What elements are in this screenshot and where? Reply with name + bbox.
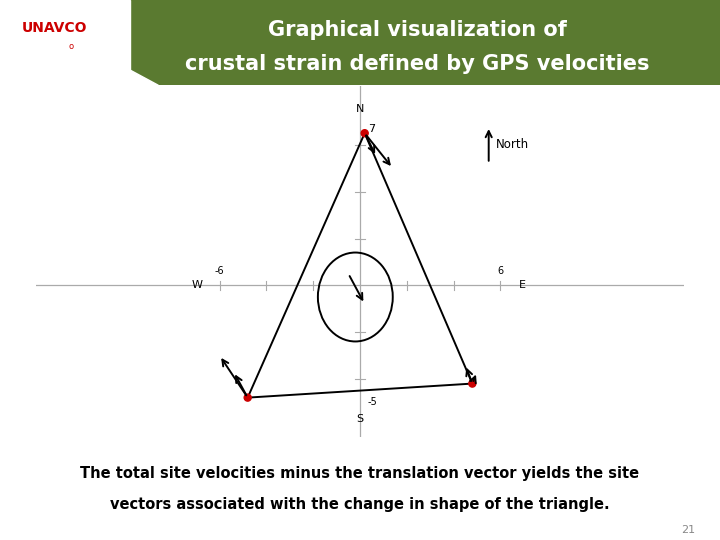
Circle shape [469,380,476,387]
Text: North: North [496,138,529,151]
Text: crustal strain defined by GPS velocities: crustal strain defined by GPS velocities [185,54,650,74]
Polygon shape [0,0,158,85]
Text: S: S [356,414,364,424]
Text: The total site velocities minus the translation vector yields the site: The total site velocities minus the tran… [81,466,639,481]
Text: -5: -5 [367,397,377,407]
Text: N: N [356,104,364,114]
Text: -6: -6 [215,266,225,276]
Text: 6: 6 [498,266,503,276]
Circle shape [244,394,251,401]
Circle shape [361,130,368,137]
Polygon shape [0,0,130,85]
Text: vectors associated with the change in shape of the triangle.: vectors associated with the change in sh… [110,497,610,511]
Text: UNAVCO: UNAVCO [22,22,87,36]
Text: 7: 7 [368,124,375,133]
Text: o: o [68,43,73,51]
Polygon shape [86,0,720,85]
Text: Graphical visualization of: Graphical visualization of [268,20,567,40]
Polygon shape [86,0,180,85]
Text: E: E [519,280,526,291]
Text: W: W [192,280,202,291]
Text: 21: 21 [680,525,695,535]
